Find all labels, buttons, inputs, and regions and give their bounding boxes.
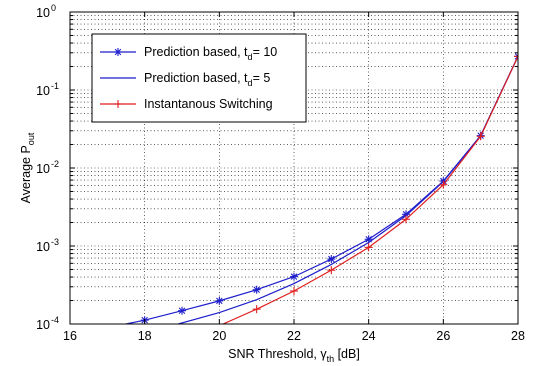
data-point xyxy=(290,286,298,295)
x-tick-label: 22 xyxy=(287,329,301,343)
data-point xyxy=(439,180,448,189)
data-point xyxy=(364,243,373,252)
series-1 xyxy=(125,52,518,324)
legend-label: Prediction based, td= 5 xyxy=(144,71,270,88)
y-tick-label: 10 xyxy=(36,84,50,98)
legend-marker xyxy=(114,100,122,108)
data-point xyxy=(402,210,410,219)
data-point xyxy=(252,305,261,314)
data-point xyxy=(327,266,336,275)
y-tick-label-exponent: 0 xyxy=(51,3,56,13)
legend-entry-2: Prediction based, td= 5 xyxy=(100,71,270,88)
x-tick-label: 24 xyxy=(362,329,376,343)
data-point xyxy=(402,215,410,224)
y-tick-label: 10 xyxy=(36,6,50,20)
x-tick-label: 18 xyxy=(138,329,152,343)
data-point xyxy=(178,306,186,315)
y-axis-label-subscript: out xyxy=(26,132,36,145)
data-point xyxy=(252,285,261,294)
legend-entry-1: Prediction based, td= 10 xyxy=(100,45,277,62)
x-tick-label: 26 xyxy=(436,329,450,343)
x-tick-label: 16 xyxy=(63,329,77,343)
data-point xyxy=(290,272,298,281)
data-point xyxy=(514,52,518,61)
series-2 xyxy=(178,56,518,324)
data-point xyxy=(215,296,224,305)
x-axis-label-subscript: th xyxy=(327,354,335,364)
x-tick-label: 28 xyxy=(511,329,525,343)
y-axis-label: Average Pout xyxy=(19,132,36,203)
series-layer xyxy=(125,52,518,324)
legend-marker xyxy=(114,48,122,56)
data-point xyxy=(476,132,485,141)
y-tick-label: 10 xyxy=(36,162,50,176)
x-tick-label: 20 xyxy=(212,329,226,343)
x-axis-label: SNR Threshold, γth [dB] xyxy=(228,347,360,364)
legend-label: Instantanous Switching xyxy=(144,97,273,111)
legend-label: Prediction based, td= 10 xyxy=(144,45,277,62)
data-point xyxy=(327,255,336,264)
y-tick-label-exponent: -4 xyxy=(51,315,59,325)
y-tick-label-exponent: -1 xyxy=(51,81,59,91)
y-tick-label: 10 xyxy=(36,240,50,254)
y-tick-label-exponent: -3 xyxy=(51,237,59,247)
legend: Prediction based, td= 10 Prediction based… xyxy=(91,33,307,123)
axis-ticks xyxy=(69,12,519,325)
y-tick-label: 10 xyxy=(36,318,50,332)
series-3 xyxy=(222,52,518,324)
y-tick-label-exponent: -2 xyxy=(51,159,59,169)
legend-entry-3: Instantanous Switching xyxy=(100,97,273,111)
x-tick-labels: 16 18 20 22 24 26 28 xyxy=(63,329,525,343)
series-line-2 xyxy=(178,56,518,324)
